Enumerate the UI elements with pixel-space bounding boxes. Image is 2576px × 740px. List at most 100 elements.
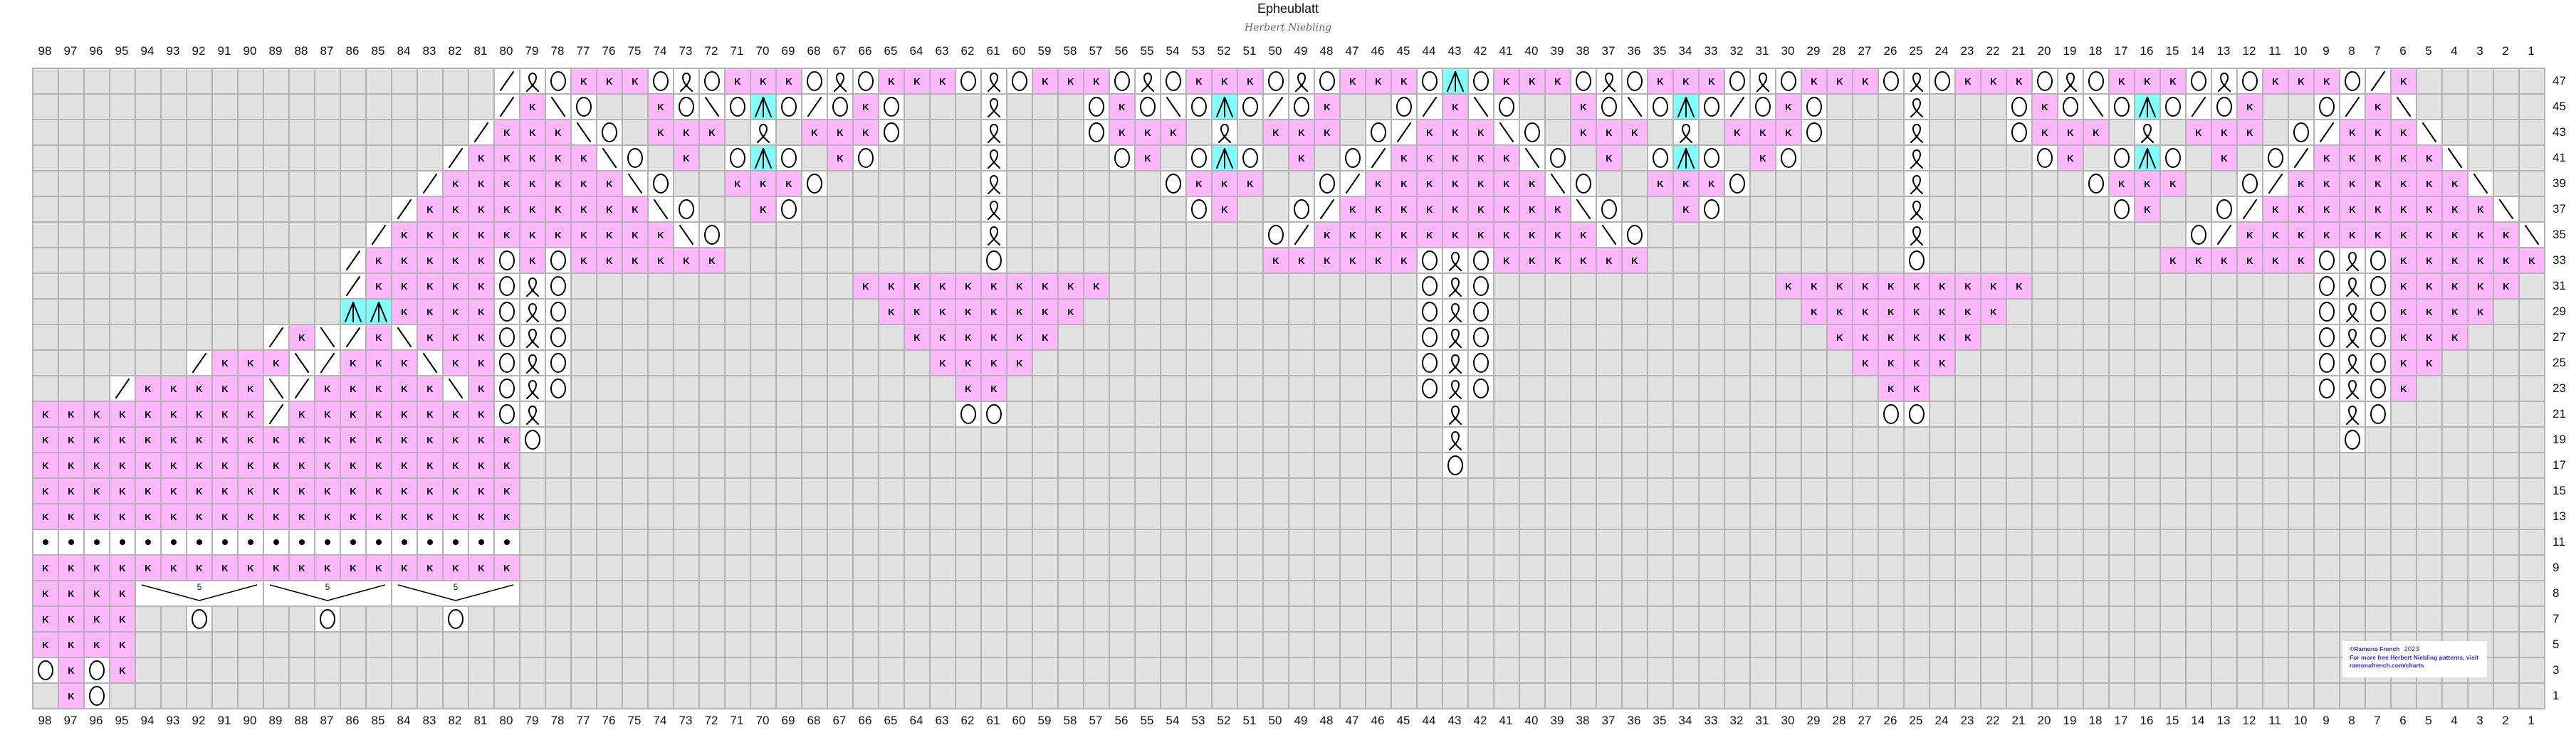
stitch-no-stitch	[802, 300, 827, 324]
stitch-no-stitch	[187, 69, 211, 93]
stitch-knit: K	[2443, 171, 2467, 196]
stitch-no-stitch	[1494, 300, 1519, 324]
stitch-no-stitch	[1623, 351, 1647, 375]
twisted-loop-icon	[2064, 73, 2077, 92]
stitch-no-stitch	[520, 658, 545, 682]
stitch-left-leaning-decrease	[290, 351, 314, 375]
knit-icon: K	[1452, 127, 1459, 138]
yarn-over-icon	[2037, 71, 2053, 91]
stitch-yarn-over	[1700, 95, 1724, 119]
knit-icon: K	[1759, 127, 1766, 138]
stitch-right-leaning-decrease	[341, 325, 365, 349]
column-number: 10	[2293, 714, 2308, 727]
knit-icon: K	[2298, 178, 2305, 189]
stitch-knit: K	[649, 120, 673, 144]
stitch-knit: K	[2212, 120, 2236, 144]
stitch-no-stitch	[1238, 607, 1262, 631]
stitch-no-stitch	[1828, 120, 1852, 144]
knit-icon: K	[1503, 255, 1510, 266]
column-number: 53	[1191, 44, 1205, 58]
stitch-no-stitch	[1623, 530, 1647, 554]
column-number: 23	[1960, 714, 1974, 727]
stitch-no-stitch	[1751, 274, 1775, 298]
stitch-knit: K	[982, 300, 1006, 324]
stitch-no-stitch	[2007, 658, 2031, 682]
knit-icon: K	[2400, 383, 2407, 394]
stitch-no-stitch	[1418, 684, 1442, 708]
row-number: 25	[2553, 356, 2566, 369]
stitch-knit: K	[546, 146, 570, 170]
credit-link[interactable]: ramonafrench.com/charts	[2350, 662, 2424, 669]
stitch-no-stitch	[520, 607, 545, 631]
stitch-no-stitch	[828, 658, 852, 682]
stitch-no-stitch	[495, 633, 519, 657]
stitch-no-stitch	[1930, 197, 1954, 221]
stitch-no-stitch	[956, 146, 980, 170]
stitch-no-stitch	[264, 95, 288, 119]
stitch-yarn-over	[2263, 146, 2288, 170]
stitch-no-stitch	[1264, 428, 1288, 452]
twisted-loop-icon	[1910, 98, 1923, 117]
knit-icon: K	[350, 485, 357, 497]
knit-icon: K	[1298, 255, 1305, 266]
column-number: 62	[960, 714, 975, 727]
stitch-no-stitch	[520, 684, 545, 708]
stitch-no-stitch	[2238, 479, 2262, 503]
stitch-no-stitch	[1546, 300, 1570, 324]
knit-icon: K	[247, 485, 254, 497]
stitch-no-stitch	[905, 530, 929, 554]
knit-icon: K	[2426, 357, 2433, 369]
stitch-no-stitch	[1187, 325, 1211, 349]
purl-icon	[478, 539, 484, 545]
stitch-knit: K	[239, 453, 263, 477]
stitch-no-stitch	[2058, 402, 2083, 426]
column-number: 4	[2451, 714, 2458, 727]
yarn-over-icon	[1345, 148, 1361, 168]
column-number: 13	[2216, 714, 2231, 727]
stitch-no-stitch	[2033, 684, 2057, 708]
right-leaning-decrease-icon	[807, 97, 822, 117]
stitch-no-stitch	[1238, 223, 1262, 247]
stitch-no-stitch	[1187, 248, 1211, 273]
stitch-no-stitch	[828, 453, 852, 477]
stitch-no-stitch	[905, 376, 929, 401]
stitch-no-stitch	[341, 69, 365, 93]
stitch-no-stitch	[59, 146, 83, 170]
stitch-yarn-over	[2315, 376, 2339, 401]
twisted-loop-icon	[1449, 406, 1462, 425]
stitch-knit: K	[341, 428, 365, 452]
knit-icon: K	[119, 408, 126, 420]
stitch-no-stitch	[1828, 376, 1852, 401]
knit-icon: K	[1862, 75, 1869, 87]
stitch-right-leaning-decrease	[2340, 95, 2365, 119]
stitch-knit: K	[239, 402, 263, 426]
stitch-no-stitch	[162, 197, 186, 221]
stitch-no-stitch	[726, 376, 750, 401]
triple-decrease-icon	[2139, 148, 2156, 169]
stitch-no-stitch	[1597, 274, 1621, 298]
stitch-knit: K	[110, 607, 135, 631]
column-number: 59	[1037, 44, 1052, 58]
stitch-no-stitch	[2084, 607, 2108, 631]
twisted-loop-icon	[526, 278, 539, 297]
column-number: 8	[2348, 714, 2355, 727]
stitch-knit: K	[2392, 197, 2416, 221]
yarn-over-icon	[2370, 302, 2386, 322]
yarn-over-icon	[1294, 199, 1309, 219]
stitch-knit: K	[2366, 171, 2390, 196]
stitch-no-stitch	[2238, 300, 2262, 324]
stitch-no-stitch	[1366, 428, 1391, 452]
knit-icon: K	[503, 127, 511, 138]
stitch-no-stitch	[315, 146, 340, 170]
knit-icon: K	[1042, 306, 1049, 317]
stitch-knit: K	[2289, 223, 2313, 247]
stitch-no-stitch	[1136, 402, 1160, 426]
stitch-knit: K	[110, 402, 135, 426]
stitch-no-stitch	[1879, 556, 1903, 580]
stitch-no-stitch	[623, 300, 647, 324]
stitch-knit: K	[315, 479, 340, 503]
stitch-no-stitch	[2238, 581, 2262, 606]
stitch-no-stitch	[1674, 633, 1698, 657]
column-number: 80	[499, 714, 513, 727]
stitch-no-stitch	[315, 684, 340, 708]
